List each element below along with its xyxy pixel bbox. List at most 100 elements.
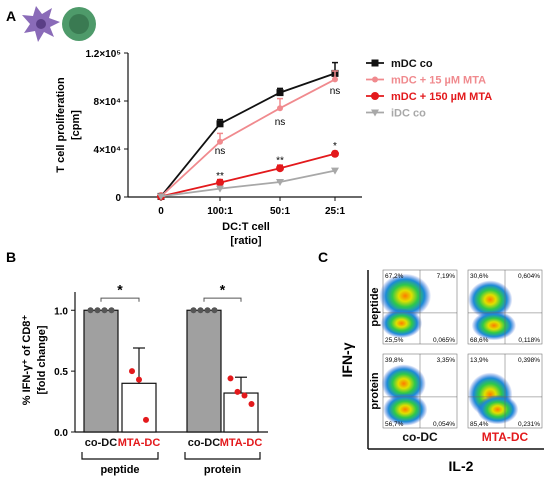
data-point (136, 376, 142, 383)
data-point (331, 167, 339, 175)
proliferation-chart: 0 4×10⁴ 8×10⁴ 1.2×10⁵ 0 100:1 50:1 25:1 ns ns ns… (55, 49, 492, 247)
data-point (241, 392, 248, 399)
data-point (331, 149, 339, 158)
series-line (160, 72, 336, 197)
ifn-gamma-axis-label: IFN-γ (339, 342, 355, 377)
density-cloud (471, 310, 517, 341)
bar-group-protein: co-DC MTA-DC * protein (184, 281, 263, 476)
quadrant-value: 0,604% (518, 273, 540, 280)
quadrant-value: 25,5% (385, 337, 404, 344)
density-cloud (380, 308, 423, 339)
data-point (276, 164, 284, 173)
quadrant-value: 7,19% (437, 273, 456, 280)
significance-label: ** (276, 155, 284, 166)
series-3 (157, 167, 339, 201)
column-label: co-DC (402, 430, 438, 444)
data-point (216, 185, 224, 193)
column-label: MTA-DC (482, 430, 529, 444)
significance-label: ** (216, 171, 224, 182)
bar-label: co-DC (188, 437, 220, 449)
significance-bracket (100, 297, 140, 302)
flow-plot: 67,2% 7,19% 25,5% 0,065% (379, 269, 458, 345)
data-point (277, 105, 283, 112)
series-2 (157, 149, 339, 201)
group-bracket (184, 452, 261, 460)
t-cell-icon (62, 7, 96, 41)
y-tick-label: 4×10⁴ (94, 145, 122, 156)
density-cloud (381, 364, 426, 403)
legend-marker (371, 92, 379, 100)
data-point (248, 401, 255, 407)
y-axis-unit: [fold change] (36, 325, 48, 394)
bar (83, 309, 119, 433)
significance-label: * (117, 281, 123, 297)
x-tick-label: 100:1 (207, 206, 233, 217)
data-point (87, 307, 94, 314)
data-point (276, 179, 284, 186)
series-line (160, 169, 336, 198)
bar-label: MTA-DC (118, 437, 161, 449)
data-point (101, 307, 108, 314)
y-tick-label: 0.0 (54, 428, 68, 439)
data-point (227, 375, 234, 382)
data-point (234, 388, 241, 395)
panel-label-a: A (6, 8, 16, 24)
significance-label: ns (275, 117, 286, 128)
quadrant-value: 13,9% (470, 357, 489, 364)
series-0 (157, 61, 339, 200)
y-tick-label: 1.2×10⁵ (85, 49, 121, 60)
legend: mDC co mDC + 15 µM MTA mDC + 150 µM MTA iDC… (366, 58, 492, 120)
x-axis-title: DC:T cell (222, 221, 270, 233)
significance-label: ns (330, 86, 341, 97)
series-line (160, 152, 336, 198)
quadrant-value: 0,231% (518, 421, 540, 428)
y-tick-label: 8×10⁴ (94, 97, 122, 108)
y-axis-title: % IFN-γ⁺ of CD8⁺ (21, 315, 33, 406)
legend-label: mDC + 150 µM MTA (391, 91, 492, 103)
legend-marker (371, 109, 379, 117)
bar (186, 309, 222, 433)
x-tick-label: 50:1 (270, 206, 290, 217)
quadrant-value: 30,6% (470, 273, 489, 280)
x-tick-label: 25:1 (325, 206, 345, 217)
data-point (157, 193, 165, 201)
row-label: protein (369, 372, 381, 410)
data-point (197, 307, 204, 314)
legend-label: iDC co (391, 108, 426, 120)
legend-label: mDC + 15 µM MTA (391, 75, 486, 87)
quadrant-value: 67,2% (385, 273, 404, 280)
significance-label: * (333, 141, 337, 152)
row-label: peptide (369, 287, 381, 326)
data-point (108, 307, 115, 314)
legend-marker (371, 59, 379, 67)
quadrant-value: 56,7% (385, 421, 404, 428)
panel-label-c: C (318, 249, 328, 265)
x-axis-unit: [ratio] (230, 235, 262, 247)
y-tick-label: 0.5 (54, 367, 68, 378)
quadrant-value: 39,8% (385, 357, 404, 364)
bar-label: co-DC (85, 437, 117, 449)
y-axis-title: T cell proliferation (55, 77, 67, 173)
series-1 (158, 70, 338, 200)
flow-plot: 39,8% 3,35% 56,7% 0,054% (381, 353, 458, 429)
density-cloud (476, 394, 519, 425)
data-point (332, 76, 338, 83)
density-cloud (383, 393, 428, 426)
bar-label: MTA-DC (220, 437, 263, 449)
data-point (276, 89, 284, 97)
flow-plot: 13,9% 0,398% 85,4% 0,231% (467, 353, 543, 429)
density-cloud (379, 273, 432, 319)
density-cloud (468, 280, 513, 319)
data-point (129, 368, 135, 375)
quadrant-value: 3,35% (437, 357, 456, 364)
data-point (216, 120, 224, 128)
x-tick-label: 0 (158, 206, 164, 217)
quadrant-value: 0,398% (518, 357, 540, 364)
legend-label: mDC co (391, 58, 433, 70)
quadrant-value: 0,054% (433, 421, 455, 428)
y-tick-label: 0 (115, 193, 121, 204)
quadrant-value: 85,4% (470, 421, 489, 428)
panel-label-b: B (6, 249, 16, 265)
bar (121, 382, 157, 433)
